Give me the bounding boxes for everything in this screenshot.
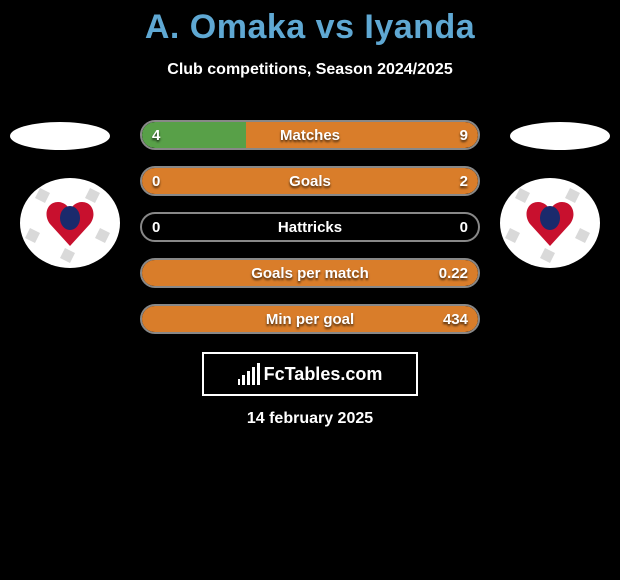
page-title: A. Omaka vs Iyanda (0, 0, 620, 47)
stat-label: Hattricks (278, 219, 342, 236)
stat-right-value: 0.22 (439, 265, 468, 282)
stat-row: 0 Goals 2 (140, 166, 480, 196)
club-badge-right (500, 178, 600, 268)
stat-row: 0 Hattricks 0 (140, 212, 480, 242)
club-badge-left (20, 178, 120, 268)
stat-row: Goals per match 0.22 (140, 258, 480, 288)
stat-label: Matches (280, 127, 340, 144)
chart-icon (238, 363, 260, 385)
player-right-oval (510, 122, 610, 150)
stat-right-value: 2 (460, 173, 468, 190)
stats-container: 4 Matches 9 0 Goals 2 0 Hattricks 0 Goals per mat… (140, 120, 480, 350)
stat-row: Min per goal 434 (140, 304, 480, 334)
stat-label: Goals (289, 173, 331, 190)
player-left-oval (10, 122, 110, 150)
brand-text: FcTables.com (264, 364, 383, 385)
stat-right-value: 0 (460, 219, 468, 236)
stat-row: 4 Matches 9 (140, 120, 480, 150)
heart-icon (525, 200, 575, 246)
stat-label: Goals per match (251, 265, 369, 282)
stat-right-value: 434 (443, 311, 468, 328)
subtitle: Club competitions, Season 2024/2025 (0, 61, 620, 79)
stat-left-value: 0 (152, 173, 160, 190)
date-text: 14 february 2025 (247, 410, 373, 428)
stat-right-value: 9 (460, 127, 468, 144)
stat-label: Min per goal (266, 311, 354, 328)
heart-icon (45, 200, 95, 246)
brand-box[interactable]: FcTables.com (202, 352, 418, 396)
stat-left-value: 4 (152, 127, 160, 144)
stat-left-value: 0 (152, 219, 160, 236)
